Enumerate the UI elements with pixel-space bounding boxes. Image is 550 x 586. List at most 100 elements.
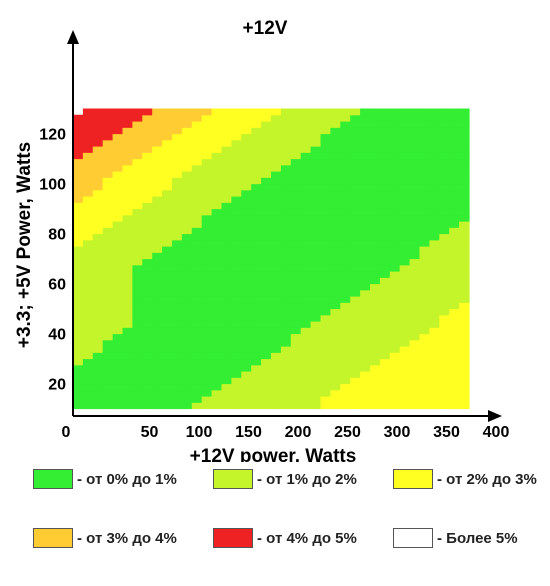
heatmap-cell (310, 233, 322, 241)
heatmap-cell (201, 402, 213, 410)
legend-label-0-1: - от 0% до 1% (77, 470, 177, 488)
heatmap-cell (231, 371, 242, 378)
legend-label-2-3: - от 2% до 3% (437, 470, 537, 488)
heatmap-cell (82, 252, 94, 260)
heatmap-cell (211, 183, 223, 191)
heatmap-cell (340, 221, 351, 228)
heatmap-cell (310, 121, 322, 128)
heatmap-cell (409, 314, 421, 322)
heatmap-cell (191, 339, 203, 347)
heatmap-cell (231, 239, 242, 247)
heatmap-cell (350, 114, 361, 122)
y-tick-label: 40 (48, 327, 66, 344)
heatmap-cell (251, 289, 262, 297)
heatmap-cell (241, 133, 252, 141)
heatmap-cell (102, 246, 114, 253)
heatmap-cell (162, 239, 173, 247)
heatmap-cell (389, 158, 401, 166)
heatmap-cell (181, 189, 193, 197)
heatmap-cell (92, 214, 104, 222)
heatmap-cell (221, 227, 232, 235)
heatmap-cell (211, 389, 223, 397)
heatmap-cell (92, 358, 104, 366)
heatmap-cell (409, 152, 421, 160)
heatmap-cell (172, 121, 183, 128)
heatmap-cell (211, 146, 223, 153)
heatmap-cell (320, 177, 331, 185)
heatmap-cell (419, 252, 430, 260)
heatmap-cell (102, 352, 114, 360)
heatmap-cell (439, 314, 450, 322)
heatmap-cell (290, 171, 302, 178)
heatmap-cell (132, 389, 143, 397)
heatmap-cell (211, 202, 223, 210)
heatmap-cell (152, 108, 163, 116)
heatmap-cell (221, 321, 232, 328)
heatmap-cell (142, 202, 153, 210)
heatmap-cell (280, 146, 292, 153)
legend-label-over-5: - Более 5% (437, 529, 518, 547)
heatmap-cell (211, 346, 223, 353)
heatmap-cell (320, 108, 331, 116)
heatmap-cell (142, 164, 153, 172)
heatmap-cell (201, 214, 213, 222)
y-tick-label: 60 (48, 277, 66, 294)
heatmap-cell (290, 214, 302, 222)
heatmap-cell (132, 271, 143, 278)
heatmap-cell (142, 308, 153, 316)
heatmap-cell (172, 327, 183, 335)
heatmap-cell (290, 314, 302, 322)
heatmap-cell (439, 402, 450, 410)
heatmap-cell (399, 121, 411, 128)
heatmap-cell (73, 227, 84, 235)
heatmap-cell (399, 152, 411, 160)
heatmap-cell (73, 333, 84, 341)
heatmap-cell (241, 346, 252, 353)
heatmap-cell (310, 239, 322, 247)
heatmap-cell (231, 327, 242, 335)
heatmap-cell (399, 364, 411, 372)
heatmap-cell (379, 371, 391, 378)
heatmap-cell (251, 239, 262, 247)
heatmap-cell (201, 146, 213, 153)
heatmap-cell (122, 233, 133, 241)
heatmap-cell (191, 327, 203, 335)
heatmap-cell (152, 314, 163, 322)
heatmap-cell (241, 158, 252, 166)
heatmap-cell (459, 246, 470, 253)
y-tick-label: 100 (39, 177, 66, 194)
heatmap-cell (162, 296, 173, 303)
heatmap-cell (122, 108, 133, 116)
heatmap-cell (231, 283, 242, 291)
heatmap-cell (350, 308, 361, 316)
heatmap-cell (122, 114, 133, 122)
heatmap-cell (350, 233, 361, 241)
heatmap-cell (92, 246, 104, 253)
heatmap-cell (399, 358, 411, 366)
heatmap-cell (191, 396, 203, 403)
heatmap-cell (82, 302, 94, 310)
heatmap-cell (92, 314, 104, 322)
heatmap-cell (350, 214, 361, 222)
heatmap-cell (350, 196, 361, 203)
heatmap-cell (389, 177, 401, 185)
heatmap-cell (389, 121, 401, 128)
heatmap-cell (280, 252, 292, 260)
heatmap-cell (122, 189, 133, 197)
heatmap-cell (122, 364, 133, 372)
heatmap-cell (142, 158, 153, 166)
heatmap-cell (330, 396, 341, 403)
heatmap-cell (211, 314, 223, 322)
heatmap-cell (132, 208, 143, 216)
heatmap-cell (201, 308, 213, 316)
heatmap-cell (82, 283, 94, 291)
heatmap-cell (82, 108, 94, 116)
heatmap-cell (409, 327, 421, 335)
heatmap-cell (409, 371, 421, 378)
heatmap-cell (271, 271, 282, 278)
heatmap-cell (271, 183, 282, 191)
heatmap-cell (399, 108, 411, 116)
heatmap-cell (370, 371, 381, 378)
heatmap-cell (399, 258, 411, 266)
heatmap-cell (350, 171, 361, 178)
